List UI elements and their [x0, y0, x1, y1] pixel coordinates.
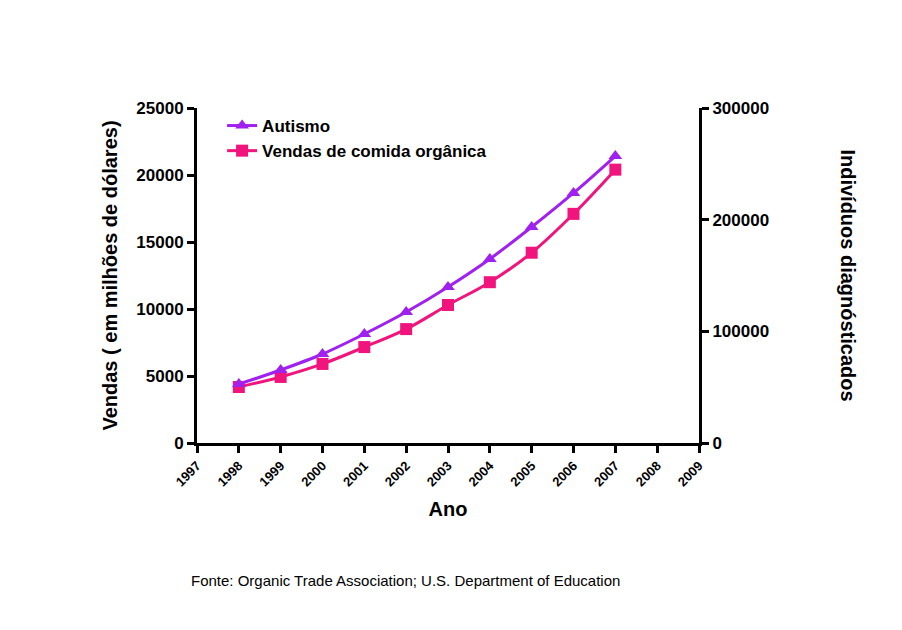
svg-text:1997: 1997 [173, 458, 204, 489]
svg-text:2002: 2002 [382, 458, 413, 489]
svg-text:2007: 2007 [591, 458, 622, 489]
svg-text:Vendas ( em milhões de dólares: Vendas ( em milhões de dólares) [99, 120, 121, 430]
svg-text:2006: 2006 [549, 458, 580, 489]
svg-text:Indivíduos diagnósticados: Indivíduos diagnósticados [837, 149, 859, 401]
svg-text:2009: 2009 [675, 458, 706, 489]
svg-text:Vendas de comida orgânica: Vendas de comida orgânica [262, 142, 486, 161]
svg-text:0: 0 [174, 434, 183, 453]
svg-text:2004: 2004 [465, 458, 497, 490]
svg-text:Autismo: Autismo [262, 117, 330, 136]
svg-text:5000: 5000 [146, 367, 184, 386]
svg-text:2008: 2008 [633, 458, 664, 489]
svg-text:Ano: Ano [429, 498, 468, 520]
svg-text:Fonte: Organic Trade Associati: Fonte: Organic Trade Association; U.S. D… [191, 572, 620, 589]
svg-text:2001: 2001 [340, 458, 371, 489]
svg-text:1998: 1998 [214, 458, 245, 489]
svg-text:2000: 2000 [298, 458, 329, 489]
svg-text:10000: 10000 [136, 300, 183, 319]
svg-text:2005: 2005 [507, 458, 538, 489]
svg-text:25000: 25000 [136, 99, 183, 118]
svg-text:0: 0 [712, 434, 721, 453]
svg-text:20000: 20000 [136, 166, 183, 185]
svg-text:300000: 300000 [712, 99, 769, 118]
svg-text:200000: 200000 [712, 211, 769, 230]
svg-text:2003: 2003 [424, 458, 455, 489]
svg-text:100000: 100000 [712, 322, 769, 341]
svg-text:15000: 15000 [136, 233, 183, 252]
svg-text:1999: 1999 [256, 458, 287, 489]
